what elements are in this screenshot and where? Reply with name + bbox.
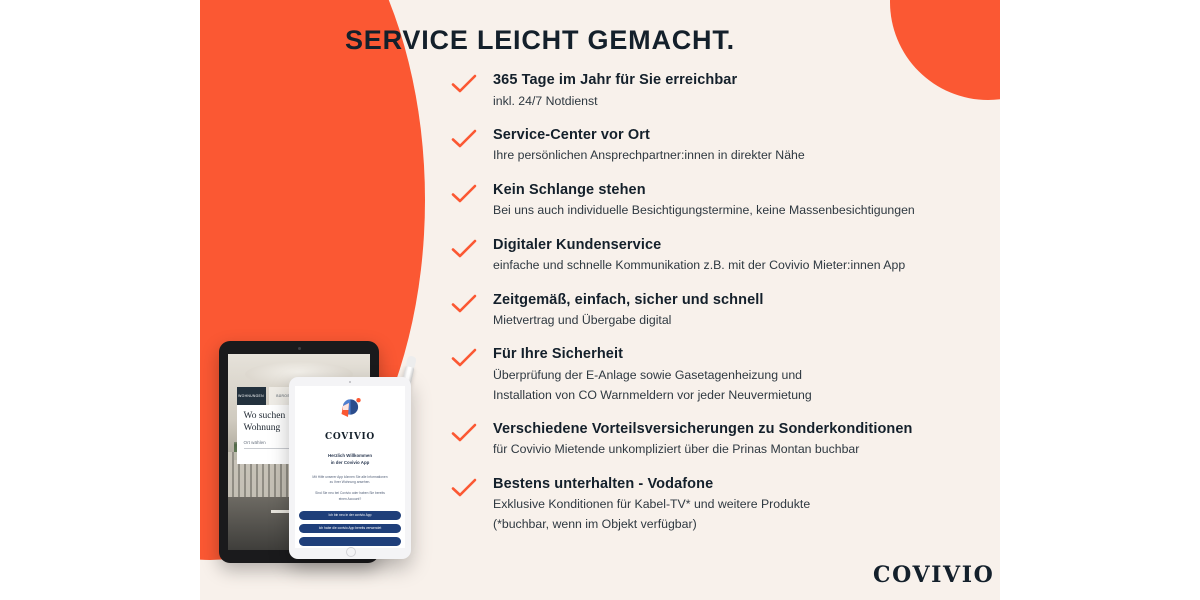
third-button[interactable] bbox=[298, 536, 402, 546]
checkmark-icon bbox=[451, 478, 477, 498]
checkmark-icon bbox=[451, 423, 477, 443]
benefit-subtitle: Bei uns auch individuelle Besichtigungst… bbox=[493, 203, 915, 218]
nav-item-wohnungen[interactable]: WOHNUNGEN bbox=[236, 387, 266, 405]
website-heading-line1: Wo suchen bbox=[243, 410, 286, 421]
app-welcome-line1: Herzlich Willkommen bbox=[327, 453, 373, 458]
camera-icon bbox=[348, 381, 352, 384]
benefit-subtitle-line2: (*buchbar, wenn im Objekt verfügbar) bbox=[493, 516, 697, 531]
benefit-subtitle: Exklusive Konditionen für Kabel-TV* und … bbox=[493, 497, 811, 512]
checkmark-icon bbox=[451, 74, 477, 94]
benefit-subtitle: einfache und schnelle Kommunikation z.B.… bbox=[493, 258, 906, 273]
app-welcome: Herzlich Willkommen in der Covivio App bbox=[328, 453, 372, 467]
existing-user-button[interactable]: Ich habe die covivio App bereits verwend… bbox=[298, 523, 402, 533]
app-body-line3: Sind Sie neu bei Covivio oder haben Sie … bbox=[315, 491, 385, 496]
device-mockup: WOHNUNGEN BÜROS SERVICE ÜBER UNS Wo such… bbox=[210, 335, 470, 580]
benefit-subtitle-line2: Installation von CO Warnmeldern vor jede… bbox=[493, 387, 812, 402]
app-buttons: Ich bin neu in der covivio App Ich habe … bbox=[298, 510, 402, 546]
website-heading-line2: Wohnung bbox=[243, 422, 281, 433]
benefit-title: Bestens unterhalten - Vodafone bbox=[493, 475, 714, 492]
benefit-item: Verschiedene Vorteilsversicherungen zu S… bbox=[448, 419, 978, 459]
benefit-title: Service-Center vor Ort bbox=[493, 126, 650, 143]
benefit-title: Für Ihre Sicherheit bbox=[493, 346, 624, 363]
app-wordmark: COVIVIO bbox=[325, 432, 375, 442]
benefit-subtitle: inkl. 24/7 Notdienst bbox=[493, 93, 598, 108]
brand-logo: COVIVIO bbox=[873, 562, 995, 588]
app-body-line2: zu Ihrer Wohnung ansehen. bbox=[329, 479, 371, 484]
benefit-item: Für Ihre Sicherheit Überprüfung der E-An… bbox=[448, 344, 978, 404]
checkmark-icon bbox=[451, 294, 477, 314]
benefit-title: 365 Tage im Jahr für Sie erreichbar bbox=[493, 72, 738, 88]
benefit-title: Verschiedene Vorteilsversicherungen zu S… bbox=[493, 420, 913, 437]
artboard: SERVICE LEICHT GEMACHT. 365 Tage im Jahr… bbox=[200, 0, 1000, 600]
benefit-subtitle: für Covivio Mietende unkompliziert über … bbox=[493, 442, 860, 457]
benefit-item: Digitaler Kundenservice einfache und sch… bbox=[448, 235, 978, 275]
benefit-title: Digitaler Kundenservice bbox=[493, 236, 662, 253]
app-body-line1: Mit Hilfe unserer App können Sie alle In… bbox=[312, 474, 388, 479]
benefit-item: 365 Tage im Jahr für Sie erreichbar inkl… bbox=[448, 70, 978, 110]
benefit-subtitle: Ihre persönlichen Ansprechpartner:innen … bbox=[493, 148, 805, 163]
page-title: SERVICE LEICHT GEMACHT. bbox=[345, 25, 735, 55]
covivio-app-logo-icon bbox=[337, 397, 363, 421]
camera-icon bbox=[297, 347, 301, 350]
app-welcome-line2: in der Covivio App bbox=[330, 459, 370, 465]
benefit-subtitle: Mietvertrag und Übergabe digital bbox=[493, 313, 672, 328]
app-body-line4: einen Account? bbox=[338, 496, 362, 501]
new-user-button[interactable]: Ich bin neu in der covivio App bbox=[298, 510, 402, 520]
tablet-small: COVIVIO Herzlich Willkommen in der Coviv… bbox=[289, 377, 411, 559]
benefits-list: 365 Tage im Jahr für Sie erreichbar inkl… bbox=[448, 70, 978, 548]
benefit-item: Bestens unterhalten - Vodafone Exklusive… bbox=[448, 474, 978, 534]
benefit-title: Zeitgemäß, einfach, sicher und schnell bbox=[493, 291, 764, 308]
checkmark-icon bbox=[451, 184, 477, 204]
benefit-title: Kein Schlange stehen bbox=[493, 181, 646, 198]
app-body-text: Mit Hilfe unserer App können Sie alle In… bbox=[299, 475, 400, 502]
checkmark-icon bbox=[451, 129, 477, 149]
benefit-item: Zeitgemäß, einfach, sicher und schnell M… bbox=[448, 290, 978, 330]
app-screen: COVIVIO Herzlich Willkommen in der Coviv… bbox=[295, 386, 405, 548]
benefit-item: Kein Schlange stehen Bei uns auch indivi… bbox=[448, 180, 978, 220]
home-button[interactable] bbox=[346, 547, 356, 557]
benefit-subtitle: Überprüfung der E-Anlage sowie Gasetagen… bbox=[493, 368, 802, 383]
benefit-item: Service-Center vor Ort Ihre persönlichen… bbox=[448, 125, 978, 165]
checkmark-icon bbox=[451, 348, 477, 368]
checkmark-icon bbox=[451, 239, 477, 259]
